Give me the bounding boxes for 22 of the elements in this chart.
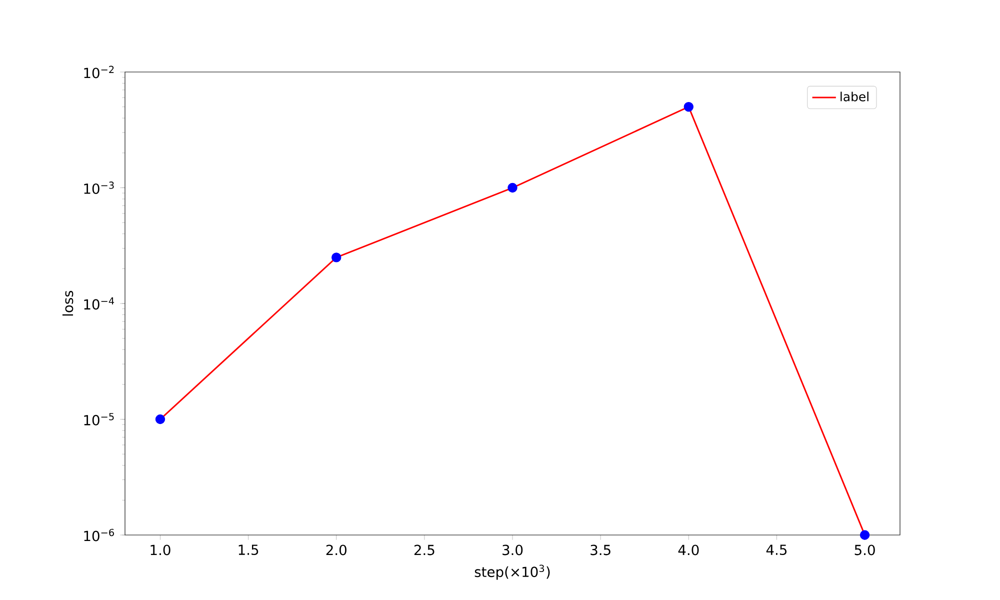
legend-label: label bbox=[840, 92, 868, 102]
x-tick-label: 2.5 bbox=[414, 544, 434, 556]
y-tick-label: 10$^{−2}$ bbox=[84, 66, 114, 78]
y-tick-label: 10$^{−4}$ bbox=[84, 297, 114, 310]
x-tick-label: 1.0 bbox=[150, 544, 170, 556]
x-tick-label: 3.0 bbox=[502, 544, 523, 556]
point bbox=[508, 182, 518, 193]
point bbox=[860, 530, 870, 540]
y-tick-label: 10$^{−6}$ bbox=[84, 528, 114, 542]
y-tick-label: 10$^{−3}$ bbox=[84, 182, 114, 194]
y-axis-title: loss bbox=[62, 290, 74, 316]
x-tick-label: 4.0 bbox=[678, 544, 699, 556]
x-tick-label: 4.5 bbox=[766, 544, 787, 556]
point bbox=[155, 414, 166, 424]
x-axis-title: step(×10$^{3}$) bbox=[474, 564, 550, 580]
point bbox=[684, 102, 694, 112]
x-tick-label: 5.0 bbox=[854, 544, 875, 556]
point bbox=[332, 252, 342, 262]
x-tick-label: 3.5 bbox=[590, 544, 610, 556]
x-tick-label: 1.5 bbox=[238, 544, 258, 556]
x-tick-label: 2.0 bbox=[326, 544, 346, 556]
y-tick-label: 10$^{−5}$ bbox=[84, 413, 114, 426]
